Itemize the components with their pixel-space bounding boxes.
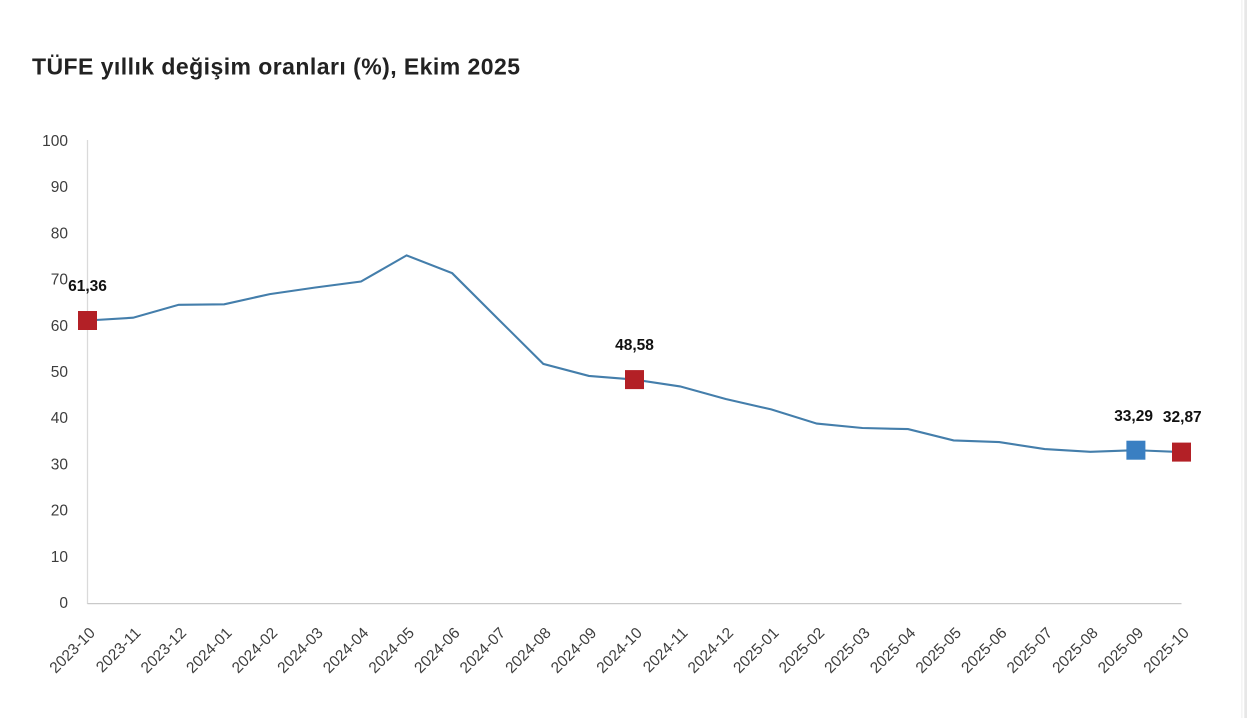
svg-text:61,36: 61,36 bbox=[68, 278, 107, 295]
svg-text:30: 30 bbox=[51, 456, 69, 473]
svg-text:0: 0 bbox=[59, 595, 68, 612]
svg-text:32,87: 32,87 bbox=[1163, 409, 1202, 426]
svg-text:80: 80 bbox=[51, 225, 69, 242]
svg-text:100: 100 bbox=[42, 133, 68, 150]
svg-text:70: 70 bbox=[51, 272, 69, 289]
svg-text:40: 40 bbox=[51, 410, 69, 427]
svg-text:20: 20 bbox=[51, 503, 69, 520]
svg-text:33,29: 33,29 bbox=[1114, 408, 1153, 425]
svg-text:50: 50 bbox=[51, 364, 69, 381]
svg-text:10: 10 bbox=[51, 549, 69, 566]
svg-text:90: 90 bbox=[51, 179, 69, 196]
svg-text:60: 60 bbox=[51, 318, 69, 335]
svg-text:TÜFE yıllık değişim oranları (: TÜFE yıllık değişim oranları (%), Ekim 2… bbox=[32, 54, 520, 80]
svg-text:48,58: 48,58 bbox=[615, 337, 654, 354]
